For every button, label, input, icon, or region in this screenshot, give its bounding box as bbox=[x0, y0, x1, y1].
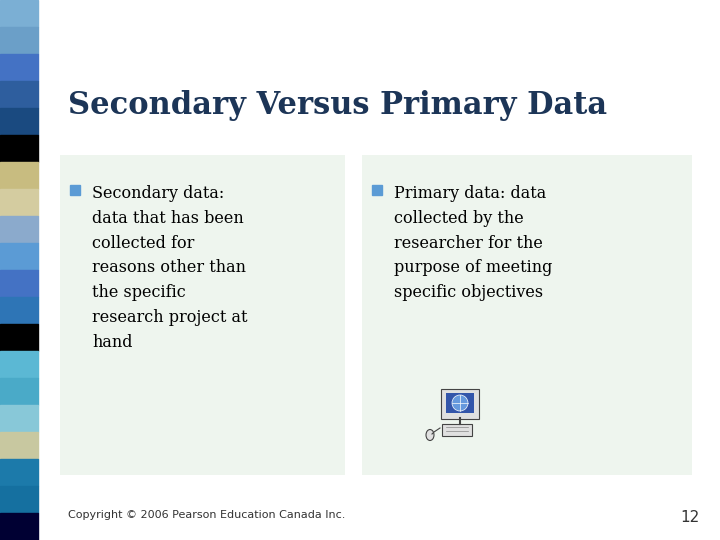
Bar bbox=[0, 189, 38, 216]
Text: Secondary data:
data that has been
collected for
reasons other than
the specific: Secondary data: data that has been colle… bbox=[92, 185, 248, 351]
Bar bbox=[0, 108, 38, 135]
Text: 12: 12 bbox=[680, 510, 700, 525]
Bar bbox=[0, 270, 38, 297]
Bar bbox=[0, 378, 38, 405]
Bar bbox=[362, 155, 692, 475]
Bar bbox=[0, 162, 38, 189]
Bar bbox=[372, 185, 382, 195]
Text: Secondary Versus Primary Data: Secondary Versus Primary Data bbox=[68, 90, 607, 121]
Bar bbox=[0, 27, 38, 54]
Bar bbox=[0, 81, 38, 108]
Bar bbox=[0, 513, 38, 540]
Bar bbox=[60, 155, 345, 475]
Bar bbox=[0, 405, 38, 432]
Bar bbox=[442, 424, 472, 436]
Bar bbox=[0, 243, 38, 270]
Circle shape bbox=[452, 395, 468, 411]
Bar bbox=[0, 54, 38, 81]
Bar bbox=[446, 393, 474, 413]
Text: Primary data: data
collected by the
researcher for the
purpose of meeting
specif: Primary data: data collected by the rese… bbox=[394, 185, 552, 301]
Bar bbox=[0, 459, 38, 486]
Bar bbox=[0, 351, 38, 378]
Bar bbox=[0, 135, 38, 162]
FancyBboxPatch shape bbox=[441, 389, 479, 419]
Bar bbox=[70, 185, 80, 195]
Bar bbox=[0, 216, 38, 243]
Text: Copyright © 2006 Pearson Education Canada Inc.: Copyright © 2006 Pearson Education Canad… bbox=[68, 510, 346, 520]
Bar bbox=[0, 0, 38, 27]
Bar bbox=[0, 486, 38, 513]
Bar bbox=[0, 297, 38, 324]
Ellipse shape bbox=[426, 429, 434, 441]
Bar bbox=[0, 432, 38, 459]
Bar bbox=[0, 324, 38, 351]
